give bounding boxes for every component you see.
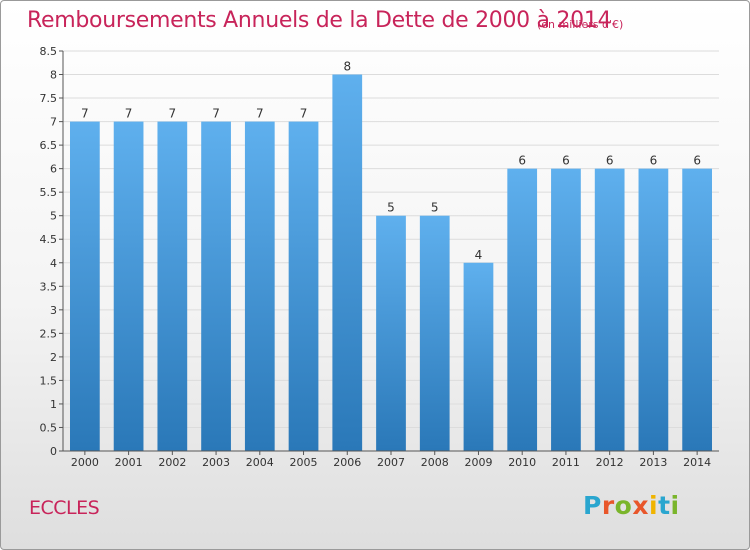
value-label: 4	[475, 248, 483, 262]
axes	[59, 50, 719, 455]
bar	[288, 121, 319, 452]
value-label: 6	[650, 154, 658, 168]
y-tick-label: 1.5	[40, 374, 58, 387]
logo-letter: r	[601, 491, 615, 520]
y-tick-label: 4	[50, 257, 57, 270]
logo-letter: o	[614, 491, 633, 520]
chart-title: Remboursements Annuels de la Dette de 20…	[27, 8, 612, 33]
value-label: 6	[693, 154, 701, 168]
logo-letter: t	[658, 491, 671, 520]
value-label: 7	[81, 107, 89, 121]
bar	[332, 74, 363, 451]
logo-letter: i	[649, 491, 659, 520]
x-tick-label: 2009	[464, 456, 492, 469]
logo-letter: P	[583, 491, 602, 520]
x-tick-label: 2002	[158, 456, 186, 469]
x-tick-label: 2006	[333, 456, 361, 469]
proxiti-logo: Proxiti	[583, 491, 680, 520]
y-tick-label: 2	[50, 351, 57, 364]
x-tick-label: 2008	[421, 456, 449, 469]
bar	[113, 121, 144, 452]
x-tick-label: 2000	[71, 456, 99, 469]
x-tick-label: 2003	[202, 456, 230, 469]
y-tick-label: 5	[50, 210, 57, 223]
logo-letter: i	[670, 491, 680, 520]
labels: 0 0.5 1 1.5 2 2.5 3 3.5 4 4.5 5 5.5 6 6.5 7 7.5 8 8.5 7 200…	[40, 45, 712, 469]
bar	[201, 121, 231, 452]
bar	[376, 215, 406, 451]
x-tick-label: 2013	[639, 456, 667, 469]
bar	[638, 168, 669, 451]
y-tick-label: 4.5	[40, 233, 58, 246]
x-tick-label: 2010	[508, 456, 536, 469]
x-tick-label: 2012	[596, 456, 624, 469]
y-tick-label: 7	[50, 116, 57, 129]
chart-subtitle: (en milliers d'€)	[537, 18, 624, 31]
x-tick-label: 2011	[552, 456, 580, 469]
value-label: 8	[343, 60, 351, 74]
y-tick-label: 6	[50, 163, 57, 176]
bar	[594, 168, 625, 451]
y-tick-label: 8.5	[40, 45, 58, 58]
bar	[507, 168, 538, 451]
bar	[157, 121, 188, 452]
commune-name: ECCLES	[29, 497, 100, 519]
bars	[69, 74, 713, 452]
value-label: 6	[518, 154, 526, 168]
value-label: 7	[300, 107, 308, 121]
x-tick-label: 2014	[683, 456, 711, 469]
y-tick-label: 7.5	[40, 92, 58, 105]
y-tick-label: 3.5	[40, 280, 58, 293]
x-tick-label: 2004	[246, 456, 274, 469]
value-label: 7	[212, 107, 220, 121]
x-tick-label: 2007	[377, 456, 405, 469]
y-tick-label: 0	[50, 445, 57, 458]
value-label: 6	[562, 154, 570, 168]
y-tick-label: 5.5	[40, 186, 58, 199]
y-tick-label: 6.5	[40, 139, 58, 152]
bar	[419, 215, 450, 451]
bar	[551, 168, 581, 451]
value-label: 5	[431, 201, 439, 215]
value-label: 7	[169, 107, 177, 121]
x-tick-label: 2005	[290, 456, 318, 469]
y-tick-label: 8	[50, 69, 57, 82]
logo-letter: x	[632, 491, 649, 520]
value-label: 7	[256, 107, 264, 121]
bar	[69, 121, 100, 452]
bar	[682, 168, 713, 451]
y-tick-label: 1	[50, 398, 57, 411]
y-tick-label: 3	[50, 304, 57, 317]
y-tick-label: 0.5	[40, 421, 58, 434]
bar	[463, 262, 494, 451]
bar	[244, 121, 275, 452]
value-label: 6	[606, 154, 614, 168]
value-label: 7	[125, 107, 133, 121]
x-tick-label: 2001	[115, 456, 143, 469]
y-tick-label: 2.5	[40, 327, 58, 340]
value-label: 5	[387, 201, 395, 215]
